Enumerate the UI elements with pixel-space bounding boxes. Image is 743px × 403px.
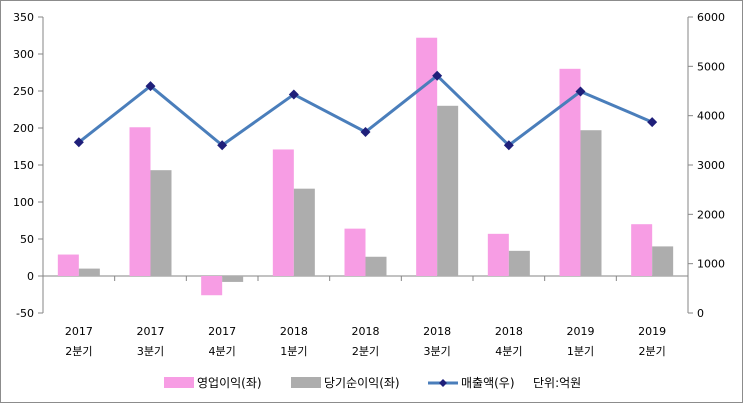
category-year-label: 2018 bbox=[495, 325, 523, 338]
legend-swatch-operating-profit bbox=[164, 377, 194, 388]
bar-net-income bbox=[580, 130, 602, 276]
revenue-point bbox=[503, 140, 514, 151]
category-year-label: 2018 bbox=[280, 325, 308, 338]
category-quarter-label: 3분기 bbox=[424, 345, 451, 358]
right-tick-label: 0 bbox=[697, 307, 704, 320]
bar-operating-profit bbox=[57, 254, 79, 276]
bar-operating-profit bbox=[559, 68, 581, 276]
revenue-point bbox=[145, 81, 156, 92]
category-year-label: 2018 bbox=[352, 325, 380, 338]
revenue-point bbox=[432, 70, 443, 81]
legend-swatch-revenue-marker bbox=[439, 379, 447, 387]
bar-operating-profit bbox=[487, 233, 509, 276]
bar-net-income bbox=[293, 188, 315, 276]
category-year-label: 2019 bbox=[638, 325, 666, 338]
left-tick-label: 300 bbox=[13, 48, 34, 61]
left-tick-label: -50 bbox=[16, 307, 34, 320]
category-quarter-label: 4분기 bbox=[209, 345, 236, 358]
unit-note: 단위:억원 bbox=[533, 376, 581, 390]
category-quarter-label: 2분기 bbox=[65, 345, 92, 358]
legend-label-operating-profit: 영업이익(좌) bbox=[197, 376, 262, 390]
category-year-label: 2018 bbox=[423, 325, 451, 338]
left-tick-label: 150 bbox=[13, 159, 34, 172]
category-quarter-label: 2분기 bbox=[639, 345, 666, 358]
legend: 영업이익(좌) 당기순이익(좌) 매출액(우) 단위:억원 bbox=[164, 376, 581, 390]
bar-operating-profit bbox=[129, 127, 151, 276]
right-tick-label: 1000 bbox=[697, 258, 725, 271]
category-quarter-label: 4분기 bbox=[495, 345, 522, 358]
left-tick-label: 350 bbox=[13, 11, 34, 24]
category-year-label: 2017 bbox=[65, 325, 93, 338]
line-series bbox=[73, 70, 658, 151]
legend-swatch-net-income bbox=[291, 377, 321, 388]
category-quarter-label: 1분기 bbox=[280, 345, 307, 358]
category-year-label: 2017 bbox=[208, 325, 236, 338]
right-tick-label: 3000 bbox=[697, 159, 725, 172]
bar-operating-profit bbox=[344, 228, 366, 276]
bar-net-income bbox=[437, 105, 459, 276]
bar-net-income bbox=[222, 276, 244, 282]
left-tick-label: 200 bbox=[13, 122, 34, 135]
revenue-point bbox=[288, 89, 299, 100]
bar-net-income bbox=[652, 246, 674, 276]
category-quarter-label: 2분기 bbox=[352, 345, 379, 358]
right-tick-label: 4000 bbox=[697, 110, 725, 123]
bar-series bbox=[57, 37, 674, 296]
bar-net-income bbox=[150, 170, 172, 276]
bar-net-income bbox=[78, 268, 100, 276]
bar-net-income bbox=[508, 250, 530, 276]
right-tick-label: 5000 bbox=[697, 60, 725, 73]
right-tick-label: 6000 bbox=[697, 11, 725, 24]
category-year-label: 2017 bbox=[137, 325, 165, 338]
right-tick-label: 2000 bbox=[697, 208, 725, 221]
bar-net-income bbox=[365, 256, 387, 276]
left-tick-label: 50 bbox=[20, 233, 34, 246]
bar-operating-profit bbox=[416, 37, 438, 276]
revenue-point bbox=[73, 137, 84, 148]
revenue-point bbox=[647, 117, 658, 128]
bar-operating-profit bbox=[201, 276, 223, 296]
bar-operating-profit bbox=[631, 224, 653, 276]
axis-labels: -50 0 50 100 150 200 250 300 350 0 1000 2000 3000 400… bbox=[13, 11, 725, 358]
category-quarter-label: 1분기 bbox=[567, 345, 594, 358]
category-year-label: 2019 bbox=[567, 325, 595, 338]
legend-label-revenue: 매출액(우) bbox=[461, 376, 515, 390]
left-tick-label: 100 bbox=[13, 196, 34, 209]
category-quarter-label: 3분기 bbox=[137, 345, 164, 358]
revenue-point bbox=[575, 86, 586, 97]
left-tick-label: 0 bbox=[27, 270, 34, 283]
revenue-point bbox=[360, 126, 371, 137]
revenue-point bbox=[217, 140, 228, 151]
bar-operating-profit bbox=[272, 149, 294, 276]
left-tick-label: 250 bbox=[13, 85, 34, 98]
legend-label-net-income: 당기순이익(좌) bbox=[324, 376, 400, 390]
